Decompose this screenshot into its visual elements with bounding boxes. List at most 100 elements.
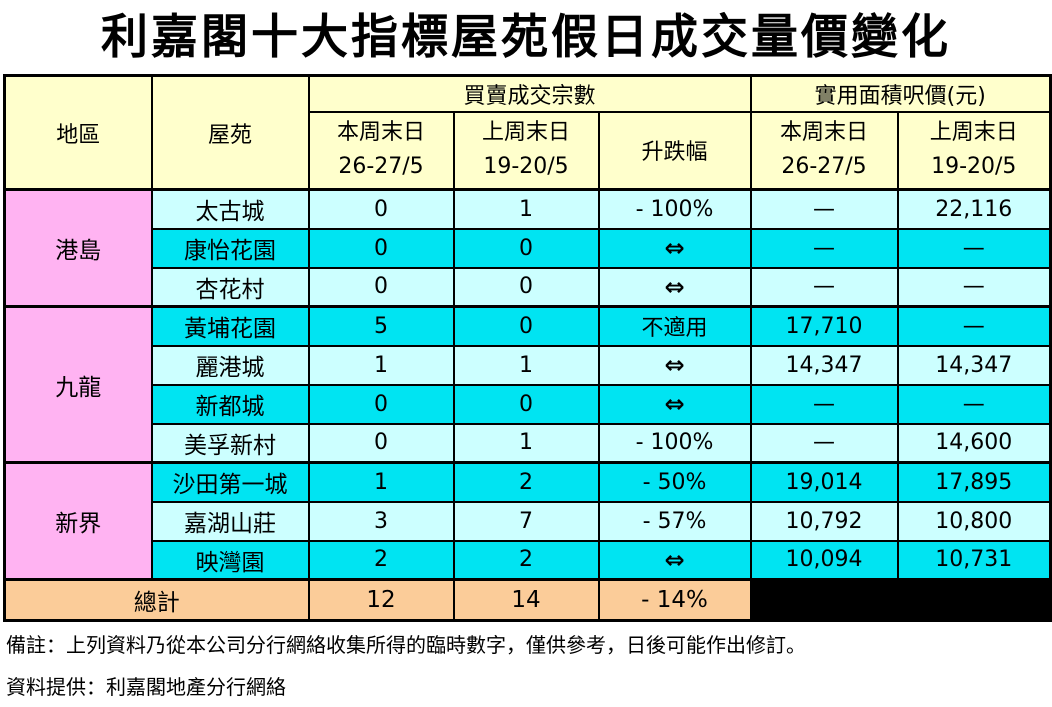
header-tx-this-weekend-label: 本周末日 — [336, 120, 425, 146]
header-price-last-weekend-label: 上周末日 — [929, 120, 1018, 146]
price-this-cell: — — [749, 266, 899, 308]
district-cell-nt: 新界 — [3, 461, 153, 581]
stats-table: 地區 屋苑 買賣成交宗數 實用面積呎價(元) 本周末日 26-27/5 上周末日… — [3, 74, 1052, 622]
change-cell: ⇔ — [597, 344, 752, 386]
price-this-cell: — — [749, 227, 899, 269]
tx-last-cell: 7 — [452, 500, 600, 542]
price-last-cell: — — [896, 305, 1052, 347]
tx-this-cell: 1 — [307, 461, 455, 503]
change-cell: ⇔ — [597, 539, 752, 581]
tx-this-cell: 3 — [307, 500, 455, 542]
table-row: 港島 太古城 0 1 - 100% — 22,116 — [3, 188, 1052, 308]
tx-this-cell: 1 — [307, 344, 455, 386]
tx-this-cell: 0 — [307, 266, 455, 308]
table-row: 嘉湖山莊 3 7 - 57% 10,792 10,800 — [5, 500, 1052, 542]
tx-last-cell: 0 — [452, 266, 600, 308]
estate-cell: 新都城 — [150, 383, 310, 425]
change-cell: - 100% — [597, 422, 752, 464]
table-row: 九龍 黃埔花園 5 0 不適用 17,710 — — [3, 305, 1052, 464]
change-cell: ⇔ — [597, 227, 752, 269]
header-price-this-weekend: 本周末日 26-27/5 — [749, 110, 899, 191]
tx-this-cell: 5 — [307, 305, 455, 347]
estate-cell: 美孚新村 — [150, 422, 310, 464]
tx-last-cell: 0 — [452, 305, 600, 347]
change-cell: - 100% — [597, 188, 752, 230]
change-cell: - 57% — [597, 500, 752, 542]
header-tx-last-weekend-label: 上周末日 — [481, 120, 570, 146]
header-change: 升跌幅 — [597, 110, 752, 191]
header-tx-last-weekend: 上周末日 19-20/5 — [452, 110, 600, 191]
price-last-cell: 10,800 — [896, 500, 1052, 542]
page-title: 利嘉閣十大指標屋苑假日成交量價變化 — [101, 10, 951, 65]
header-price-last-weekend-date: 19-20/5 — [931, 154, 1017, 180]
change-cell: ⇔ — [597, 383, 752, 425]
table-row: 杏花村 0 0 ⇔ — — — [5, 266, 1052, 308]
price-last-cell: 14,600 — [896, 422, 1052, 464]
header-price-group: 實用面積呎價(元) — [749, 74, 1052, 113]
header-district: 地區 — [3, 74, 153, 191]
price-last-cell: 10,731 — [896, 539, 1052, 581]
estate-cell: 太古城 — [150, 188, 310, 230]
price-this-cell: 17,710 — [749, 305, 899, 347]
footnotes: 備註：上列資料乃從本公司分行網絡收集所得的臨時數字，僅供參考，日後可能作出修訂。… — [6, 632, 1052, 700]
header-price-last-weekend: 上周末日 19-20/5 — [896, 110, 1052, 191]
header-price-this-weekend-label: 本周末日 — [779, 120, 868, 146]
header-row-groups: 地區 屋苑 買賣成交宗數 實用面積呎價(元) — [3, 74, 1052, 191]
estate-cell: 康怡花園 — [150, 227, 310, 269]
price-this-cell: — — [749, 188, 899, 230]
tx-this-cell: 0 — [307, 422, 455, 464]
total-label: 總計 — [3, 578, 310, 622]
price-this-cell: 10,094 — [749, 539, 899, 581]
change-cell: 不適用 — [597, 305, 752, 347]
price-last-cell: 17,895 — [896, 461, 1052, 503]
total-tx-last: 14 — [452, 578, 600, 622]
tx-last-cell: 2 — [452, 539, 600, 581]
table-row: 康怡花園 0 0 ⇔ — — — [5, 227, 1052, 269]
tx-last-cell: 0 — [452, 383, 600, 425]
estate-cell: 嘉湖山莊 — [150, 500, 310, 542]
price-this-cell: — — [749, 383, 899, 425]
header-tx-this-weekend: 本周末日 26-27/5 — [307, 110, 455, 191]
change-cell: ⇔ — [597, 266, 752, 308]
total-row: 總計 12 14 - 14% — [3, 578, 1052, 622]
tx-last-cell: 0 — [452, 227, 600, 269]
remark-note: 備註：上列資料乃從本公司分行網絡收集所得的臨時數字，僅供參考，日後可能作出修訂。 — [6, 633, 806, 657]
header-transactions-group: 買賣成交宗數 — [307, 74, 752, 113]
estate-cell: 映灣園 — [150, 539, 310, 581]
tx-this-cell: 2 — [307, 539, 455, 581]
total-tx-this: 12 — [307, 578, 455, 622]
source-note: 資料提供：利嘉閣地產分行網絡 — [6, 675, 286, 699]
price-this-cell: 19,014 — [749, 461, 899, 503]
header-row-sub: 本周末日 26-27/5 上周末日 19-20/5 升跌幅 本周末日 26-27… — [5, 110, 1052, 191]
price-last-cell: — — [896, 266, 1052, 308]
header-tx-last-weekend-date: 19-20/5 — [483, 154, 569, 180]
tx-this-cell: 0 — [307, 227, 455, 269]
tx-last-cell: 1 — [452, 188, 600, 230]
estate-cell: 黃埔花園 — [150, 305, 310, 347]
tx-this-cell: 0 — [307, 383, 455, 425]
tx-last-cell: 1 — [452, 422, 600, 464]
price-last-cell: — — [896, 383, 1052, 425]
table-row: 麗港城 1 1 ⇔ 14,347 14,347 — [5, 344, 1052, 386]
tx-this-cell: 0 — [307, 188, 455, 230]
price-this-cell: — — [749, 422, 899, 464]
district-cell-hk: 港島 — [3, 188, 153, 308]
header-price-this-weekend-date: 26-27/5 — [781, 154, 867, 180]
tx-last-cell: 2 — [452, 461, 600, 503]
estate-cell: 麗港城 — [150, 344, 310, 386]
price-last-cell: — — [896, 227, 1052, 269]
estate-cell: 杏花村 — [150, 266, 310, 308]
header-estate: 屋苑 — [150, 74, 310, 191]
header-tx-this-weekend-date: 26-27/5 — [338, 154, 424, 180]
total-price-blank-block — [749, 578, 1052, 622]
change-cell: - 50% — [597, 461, 752, 503]
price-this-cell: 14,347 — [749, 344, 899, 386]
table-row: 映灣園 2 2 ⇔ 10,094 10,731 — [5, 539, 1052, 581]
district-cell-kln: 九龍 — [3, 305, 153, 464]
total-change: - 14% — [597, 578, 752, 622]
table-row: 美孚新村 0 1 - 100% — 14,600 — [5, 422, 1052, 464]
tx-last-cell: 1 — [452, 344, 600, 386]
price-last-cell: 14,347 — [896, 344, 1052, 386]
table-row: 新界 沙田第一城 1 2 - 50% 19,014 17,895 — [3, 461, 1052, 581]
